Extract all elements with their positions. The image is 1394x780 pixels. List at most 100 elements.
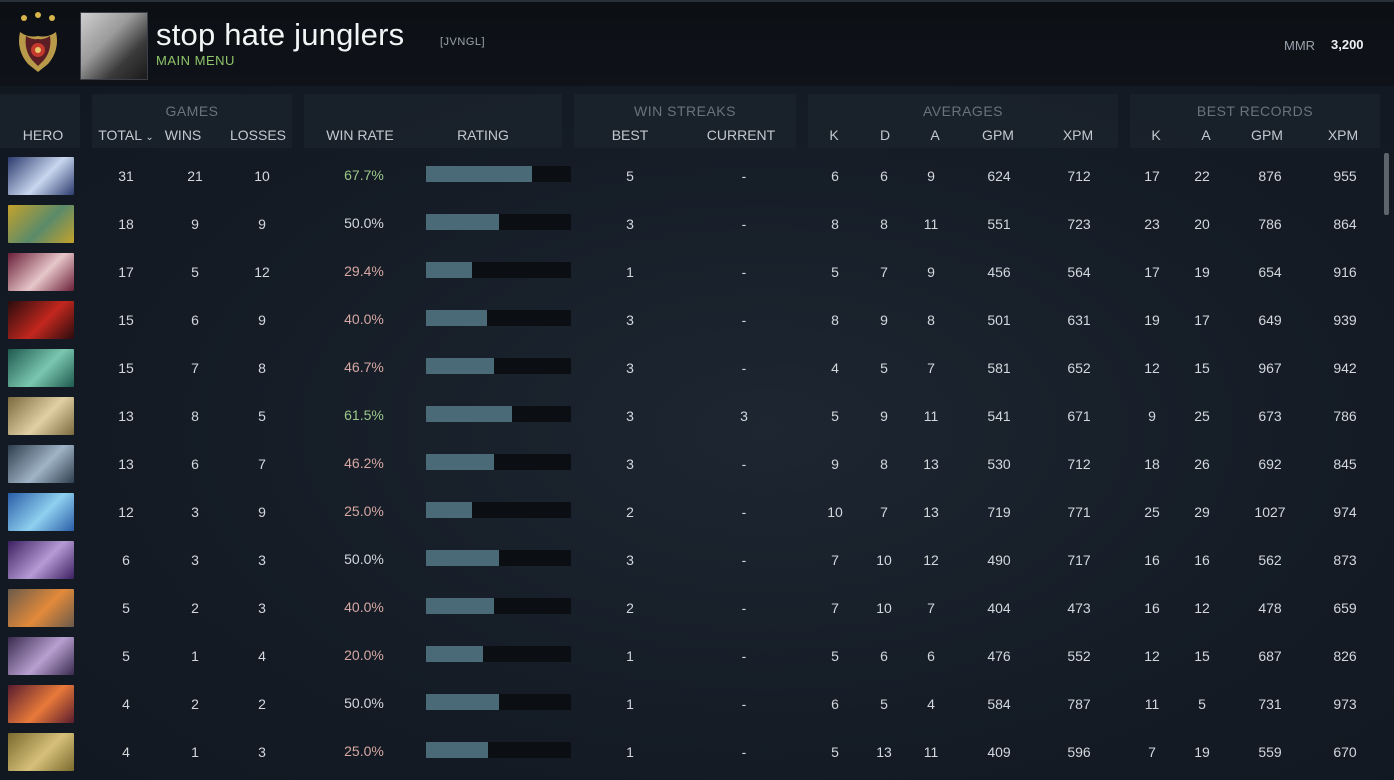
omniknight-portrait-icon[interactable] <box>8 397 74 435</box>
hero-column-bg <box>0 94 80 148</box>
best-k-cell: 18 <box>1144 456 1160 472</box>
best-gpm-cell: 478 <box>1258 600 1282 616</box>
avg-xpm-cell: 671 <box>1067 408 1091 424</box>
avg-k-cell: 5 <box>831 408 839 424</box>
column-header-best-xpm[interactable]: XPM <box>1327 127 1359 143</box>
earthshaker-portrait-icon[interactable] <box>8 733 74 771</box>
rating-bar <box>426 454 571 470</box>
avg-k-cell: 9 <box>831 456 839 472</box>
table-row[interactable]: 31 21 10 5 - 6 6 9 624 712 17 22 876 955 67.7% <box>0 152 1394 200</box>
column-header-losses[interactable]: LOSSES <box>229 127 287 143</box>
rating-bar-fill <box>426 166 532 182</box>
column-header-current-streak[interactable]: CURRENT <box>706 127 776 143</box>
rating-bar <box>426 262 571 278</box>
best-xpm-cell: 845 <box>1333 456 1357 472</box>
table-row[interactable]: 5 2 3 2 - 7 10 7 404 473 16 12 478 659 40.0% <box>0 584 1394 632</box>
losses-cell: 5 <box>258 408 266 424</box>
column-header-avg-k[interactable]: K <box>829 127 839 143</box>
wins-cell: 1 <box>191 744 199 760</box>
scrollbar-track[interactable] <box>1383 150 1390 780</box>
hoodwink-portrait-icon[interactable] <box>8 205 74 243</box>
table-row[interactable]: 15 7 8 3 - 4 5 7 581 652 12 15 967 942 46.7% <box>0 344 1394 392</box>
wins-cell: 5 <box>191 264 199 280</box>
tinker-portrait-icon[interactable] <box>8 589 74 627</box>
losses-cell: 10 <box>254 168 270 184</box>
avg-xpm-cell: 712 <box>1067 456 1091 472</box>
best-streak-cell: 3 <box>626 456 634 472</box>
anti-mage-portrait-icon[interactable] <box>8 685 74 723</box>
table-row[interactable]: 15 6 9 3 - 8 9 8 501 631 19 17 649 939 40.0% <box>0 296 1394 344</box>
best-a-cell: 29 <box>1194 504 1210 520</box>
table-row[interactable]: 13 6 7 3 - 9 8 13 530 712 18 26 692 845 46.2% <box>0 440 1394 488</box>
table-row[interactable]: 13 8 5 3 3 5 9 11 541 671 9 25 673 786 61.5% <box>0 392 1394 440</box>
group-label-win-streaks: WIN STREAKS <box>634 103 736 119</box>
column-header-hero[interactable]: HERO <box>22 127 64 143</box>
wins-cell: 8 <box>191 408 199 424</box>
avg-k-cell: 5 <box>831 264 839 280</box>
templar-assassin-portrait-icon[interactable] <box>8 637 74 675</box>
best-xpm-cell: 916 <box>1333 264 1357 280</box>
column-header-best-gpm[interactable]: GPM <box>1251 127 1283 143</box>
total-cell: 15 <box>118 312 134 328</box>
table-row[interactable]: 18 9 9 3 - 8 8 11 551 723 23 20 786 864 50.0% <box>0 200 1394 248</box>
avg-gpm-cell: 719 <box>987 504 1011 520</box>
rating-bar <box>426 598 571 614</box>
avg-a-cell: 9 <box>927 264 935 280</box>
averages-group-bg <box>808 94 1118 148</box>
table-row[interactable]: 12 3 9 2 - 10 7 13 719 771 25 29 1027 974 25.0% <box>0 488 1394 536</box>
column-header-best-a[interactable]: A <box>1201 127 1211 143</box>
avg-d-cell: 7 <box>880 504 888 520</box>
best-gpm-cell: 692 <box>1258 456 1282 472</box>
column-header-avg-a[interactable]: A <box>930 127 940 143</box>
avg-xpm-cell: 787 <box>1067 696 1091 712</box>
win-streaks-group-bg <box>574 94 796 148</box>
team-tag: [JVNGL] <box>440 36 486 48</box>
wraith-king-portrait-icon[interactable] <box>8 349 74 387</box>
wins-cell: 7 <box>191 360 199 376</box>
total-cell: 4 <box>122 696 130 712</box>
shadow-fiend-portrait-icon[interactable] <box>8 301 74 339</box>
table-row[interactable]: 4 1 3 1-5 13 11 409 596 7 19 559 670 25.0% <box>0 728 1394 776</box>
table-row[interactable]: 4 2 2 1 - 6 5 4 584 787 11 5 731 973 50.0% <box>0 680 1394 728</box>
best-k-cell: 17 <box>1144 264 1160 280</box>
win-rate-cell: 25.0% <box>344 743 384 759</box>
luna-portrait-icon[interactable] <box>8 157 74 195</box>
faceless-void-portrait-icon[interactable] <box>8 541 74 579</box>
player-avatar[interactable] <box>80 12 148 80</box>
avg-gpm-cell: 476 <box>987 648 1011 664</box>
column-header-avg-xpm[interactable]: XPM <box>1062 127 1094 143</box>
column-header-total-label: TOTAL <box>98 127 142 143</box>
main-menu-link[interactable]: MAIN MENU <box>156 53 235 68</box>
table-row[interactable]: 6 3 3 3 - 7 10 12 490 717 16 16 562 873 50.0% <box>0 536 1394 584</box>
invoker-portrait-icon[interactable] <box>8 253 74 291</box>
avg-k-cell: 5 <box>831 648 839 664</box>
column-header-avg-gpm[interactable]: GPM <box>982 127 1014 143</box>
column-header-avg-d[interactable]: D <box>879 127 891 143</box>
puck-portrait-icon[interactable] <box>8 493 74 531</box>
win-rate-cell: 20.0% <box>344 647 384 663</box>
losses-cell: 3 <box>258 552 266 568</box>
column-header-win-rate[interactable]: WIN RATE <box>326 127 394 143</box>
column-header-rating[interactable]: RATING <box>457 127 509 143</box>
column-header-total[interactable]: TOTAL ⌄ <box>98 127 154 143</box>
table-row[interactable]: 5 1 4 1 - 5 6 6 476 552 12 15 687 826 20.0% <box>0 632 1394 680</box>
rating-bar <box>426 646 571 662</box>
best-a-cell: 19 <box>1194 264 1210 280</box>
column-header-best-streak[interactable]: BEST <box>611 127 649 143</box>
column-header-wins[interactable]: WINS <box>164 127 202 143</box>
scrollbar-thumb[interactable] <box>1384 153 1389 215</box>
avg-k-cell: 7 <box>831 600 839 616</box>
avg-d-cell: 9 <box>880 312 888 328</box>
table-row[interactable]: 17 5 12 1 - 5 7 9 456 564 17 19 654 916 29.4% <box>0 248 1394 296</box>
total-cell: 4 <box>122 744 130 760</box>
best-streak-cell: 1 <box>626 648 634 664</box>
column-header-best-k[interactable]: K <box>1151 127 1161 143</box>
best-xpm-cell: 939 <box>1333 312 1357 328</box>
current-streak-cell: - <box>741 360 747 376</box>
void-spirit-portrait-icon[interactable] <box>8 445 74 483</box>
best-xpm-cell: 670 <box>1333 744 1357 760</box>
avg-gpm-cell: 551 <box>987 216 1011 232</box>
avg-xpm-cell: 473 <box>1067 600 1091 616</box>
total-cell: 5 <box>122 648 130 664</box>
win-rate-cell: 25.0% <box>344 503 384 519</box>
